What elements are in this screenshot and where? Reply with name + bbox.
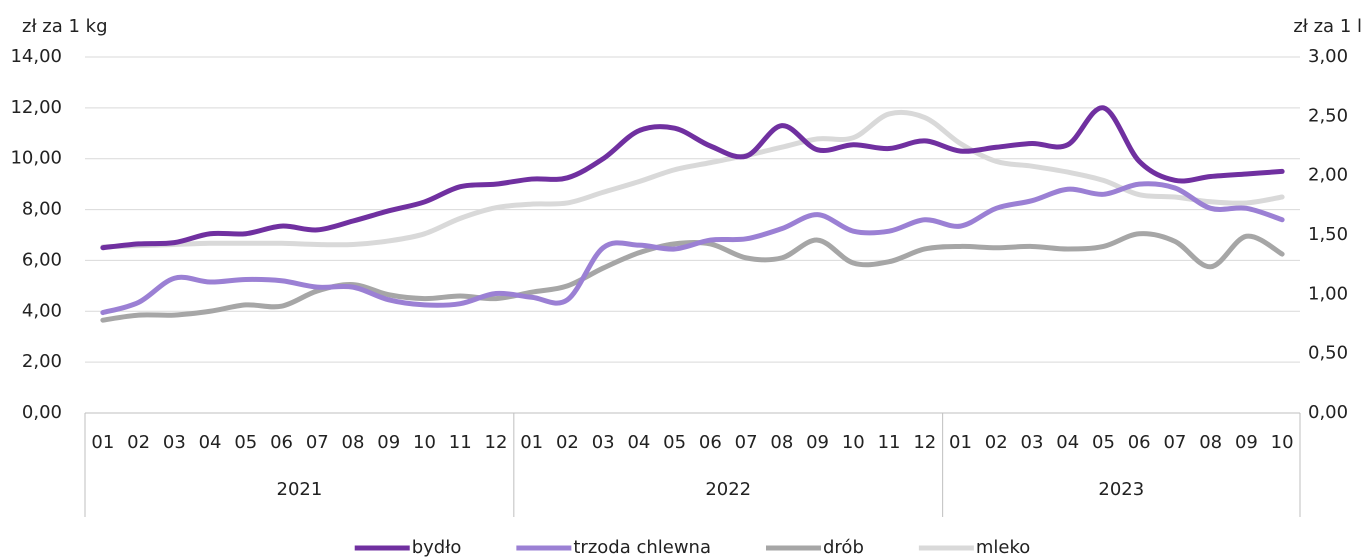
y2-tick-label: 1,50 xyxy=(1308,224,1348,245)
y2-tick-label: 2,50 xyxy=(1308,105,1348,126)
x-tick-label: 08 xyxy=(342,432,365,453)
x-tick-label: 03 xyxy=(1021,432,1044,453)
x-tick-label: 08 xyxy=(770,432,793,453)
x-tick-label: 04 xyxy=(199,432,222,453)
legend-label: trzoda chlewna xyxy=(573,537,711,558)
y2-tick-label: 2,00 xyxy=(1308,165,1348,186)
y-tick-label: 8,00 xyxy=(22,199,62,220)
legend-label: bydło xyxy=(412,537,462,558)
x-tick-label: 03 xyxy=(163,432,186,453)
x-tick-label: 10 xyxy=(1271,432,1294,453)
x-tick-label: 09 xyxy=(377,432,400,453)
x-tick-label: 10 xyxy=(413,432,436,453)
x-tick-label: 05 xyxy=(234,432,257,453)
y-tick-label: 12,00 xyxy=(10,97,62,118)
x-tick-label: 05 xyxy=(1092,432,1115,453)
x-tick-label: 01 xyxy=(949,432,972,453)
group-label: 2022 xyxy=(705,479,751,500)
x-tick-label: 04 xyxy=(627,432,650,453)
x-tick-label: 03 xyxy=(592,432,615,453)
legend-label: mleko xyxy=(976,537,1030,558)
x-tick-label: 01 xyxy=(91,432,114,453)
x-tick-label: 06 xyxy=(270,432,293,453)
y2-tick-label: 0,00 xyxy=(1308,402,1348,423)
x-tick-label: 09 xyxy=(806,432,829,453)
x-tick-label: 07 xyxy=(735,432,758,453)
x-tick-label: 07 xyxy=(1163,432,1186,453)
series-line xyxy=(100,109,1285,250)
series-line xyxy=(100,181,1285,316)
y-tick-label: 4,00 xyxy=(22,300,62,321)
x-tick-label: 02 xyxy=(985,432,1008,453)
x-tick-label: 07 xyxy=(306,432,329,453)
x-tick-label: 05 xyxy=(663,432,686,453)
y-tick-label: 10,00 xyxy=(10,148,62,169)
x-tick-label: 06 xyxy=(699,432,722,453)
x-tick-label: 06 xyxy=(1128,432,1151,453)
y2-tick-label: 0,50 xyxy=(1308,343,1348,364)
y2-tick-label: 3,00 xyxy=(1308,46,1348,67)
x-tick-label: 08 xyxy=(1199,432,1222,453)
y2-tick-label: 1,00 xyxy=(1308,283,1348,304)
y-tick-label: 2,00 xyxy=(22,351,62,372)
y-tick-label: 6,00 xyxy=(22,249,62,270)
group-label: 2021 xyxy=(277,479,323,500)
legend-label: drób xyxy=(823,537,864,558)
y-axis-label: zł za 1 kg xyxy=(22,16,108,37)
x-tick-label: 01 xyxy=(520,432,543,453)
y-tick-label: 14,00 xyxy=(10,46,62,67)
y-tick-label: 0,00 xyxy=(22,402,62,423)
series-line xyxy=(100,105,1285,251)
x-tick-label: 02 xyxy=(127,432,150,453)
x-tick-label: 12 xyxy=(485,432,508,453)
x-tick-label: 09 xyxy=(1235,432,1258,453)
x-tick-label: 11 xyxy=(449,432,472,453)
x-tick-label: 12 xyxy=(913,432,936,453)
x-tick-label: 02 xyxy=(556,432,579,453)
y2-axis-label: zł za 1 l xyxy=(1293,16,1362,37)
x-tick-label: 11 xyxy=(878,432,901,453)
x-tick-label: 04 xyxy=(1056,432,1079,453)
x-tick-label: 10 xyxy=(842,432,865,453)
group-label: 2023 xyxy=(1098,479,1144,500)
